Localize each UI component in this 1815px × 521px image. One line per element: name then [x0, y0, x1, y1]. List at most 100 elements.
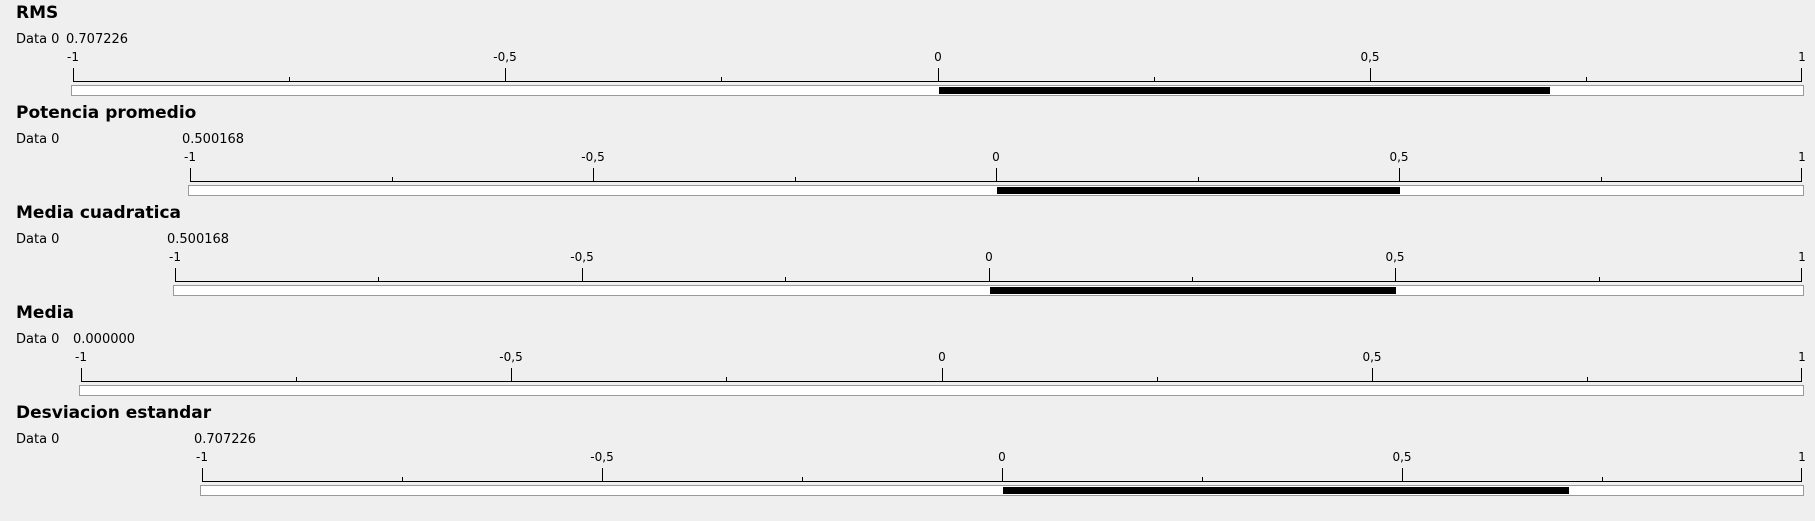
minor-tick	[1601, 177, 1602, 182]
major-tick	[1395, 268, 1396, 282]
major-tick	[1801, 68, 1802, 82]
major-tick	[1370, 68, 1371, 82]
tick-label: -1	[196, 450, 208, 464]
major-tick	[81, 368, 82, 382]
minor-tick	[1202, 477, 1203, 482]
series-label: Data 0	[16, 32, 60, 47]
minor-tick	[402, 477, 403, 482]
minor-tick	[378, 277, 379, 282]
major-tick	[175, 268, 176, 282]
minor-tick	[1586, 77, 1587, 82]
series-label: Data 0	[16, 332, 60, 347]
tick-label: -0,5	[499, 350, 523, 364]
panel-title: Media	[16, 303, 74, 323]
major-tick	[942, 368, 943, 382]
minor-tick	[1154, 77, 1155, 82]
major-tick	[1399, 168, 1400, 182]
value-readout: 0.707226	[66, 32, 129, 47]
meter-scale: -1 -0,5 0 0,5 1	[67, 50, 1806, 96]
major-tick	[593, 168, 594, 182]
tick-label: -0,5	[570, 250, 594, 264]
meter-fill-bar	[1003, 487, 1569, 494]
tick-label: 0	[938, 350, 946, 364]
panel-title: Media cuadratica	[16, 203, 182, 223]
major-tick	[989, 268, 990, 282]
major-tick	[1372, 368, 1373, 382]
scale-axis-line	[175, 281, 1802, 282]
major-tick	[938, 68, 939, 82]
major-tick	[511, 368, 512, 382]
meter-track	[79, 385, 1804, 396]
tick-label: -1	[75, 350, 87, 364]
scale-axis-line	[73, 81, 1802, 82]
minor-tick	[721, 77, 722, 82]
meter-panel: Media cuadratica Data 0 0.500168 -1 -0,5 0 0,5…	[0, 202, 1815, 302]
minor-tick	[392, 177, 393, 182]
tick-label: 0	[934, 50, 942, 64]
meter-scale: -1 -0,5 0 0,5 1	[75, 350, 1806, 396]
tick-label: -1	[67, 50, 79, 64]
minor-tick	[1587, 377, 1588, 382]
tick-label: 0,5	[1360, 50, 1380, 64]
tick-label: -0,5	[590, 450, 614, 464]
minor-tick	[1157, 377, 1158, 382]
tick-label: 1	[1798, 450, 1806, 464]
value-readout: 0.500168	[167, 232, 230, 247]
meter-fill-bar	[989, 287, 1397, 294]
minor-tick	[289, 77, 290, 82]
tick-label: 1	[1798, 150, 1806, 164]
meter-scale: -1 -0,5 0 0,5 1	[184, 150, 1806, 196]
panel-title: RMS	[16, 3, 59, 23]
meter-panel: Desviacion estandar Data 0 0.707226 -1 -0,5 0…	[0, 402, 1815, 502]
major-tick	[602, 468, 603, 482]
minor-tick	[1198, 177, 1199, 182]
value-readout: 0.707226	[194, 432, 257, 447]
major-tick	[1801, 168, 1802, 182]
meter-panel: Potencia promedio Data 0 0.500168 -1 -0,5 0 0,…	[0, 102, 1815, 202]
major-tick	[202, 468, 203, 482]
meter-fill-bar	[997, 187, 1401, 194]
tick-label: 0,5	[1389, 150, 1409, 164]
series-label: Data 0	[16, 132, 60, 147]
major-tick	[190, 168, 191, 182]
tick-label: 1	[1798, 350, 1806, 364]
major-tick	[73, 68, 74, 82]
minor-tick	[1602, 477, 1603, 482]
major-tick	[582, 268, 583, 282]
value-readout: 0.500168	[182, 132, 245, 147]
tick-label: 0,5	[1385, 250, 1405, 264]
minor-tick	[785, 277, 786, 282]
major-tick	[1002, 468, 1003, 482]
tick-label: 0	[998, 450, 1006, 464]
tick-label: 0,5	[1392, 450, 1412, 464]
minor-tick	[726, 377, 727, 382]
meter-track	[71, 85, 1804, 96]
minor-tick	[296, 377, 297, 382]
meter-track	[173, 285, 1804, 296]
meter-scale: -1 -0,5 0 0,5 1	[196, 450, 1806, 496]
minor-tick	[1599, 277, 1600, 282]
minor-tick	[1192, 277, 1193, 282]
major-tick	[1801, 368, 1802, 382]
tick-label: 0	[985, 250, 993, 264]
major-tick	[1402, 468, 1403, 482]
series-label: Data 0	[16, 432, 60, 447]
major-tick	[505, 68, 506, 82]
value-readout: 0.000000	[73, 332, 136, 347]
tick-label: 1	[1798, 50, 1806, 64]
minor-tick	[802, 477, 803, 482]
meter-fill-bar	[938, 87, 1550, 94]
major-tick	[1801, 468, 1802, 482]
meter-track	[188, 185, 1804, 196]
tick-label: -0,5	[581, 150, 605, 164]
tick-label: -1	[169, 250, 181, 264]
meter-panel: RMS Data 0 0.707226 -1 -0,5 0 0,5 1	[0, 2, 1815, 102]
meter-panel: Media Data 0 0.000000 -1 -0,5 0 0,5 1	[0, 302, 1815, 402]
major-tick	[1801, 268, 1802, 282]
tick-label: -1	[184, 150, 196, 164]
minor-tick	[795, 177, 796, 182]
major-tick	[996, 168, 997, 182]
meter-scale: -1 -0,5 0 0,5 1	[169, 250, 1806, 296]
tick-label: -0,5	[493, 50, 517, 64]
tick-label: 1	[1798, 250, 1806, 264]
